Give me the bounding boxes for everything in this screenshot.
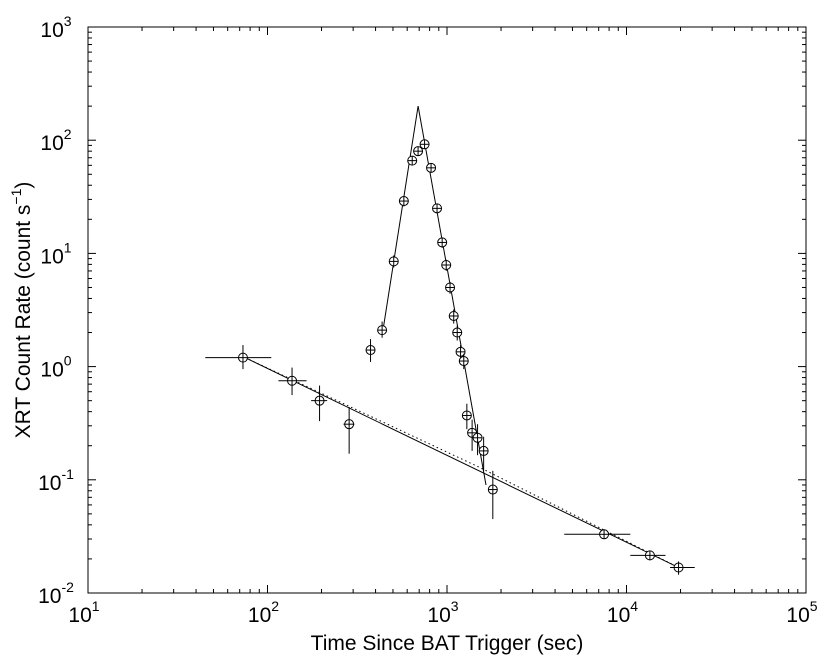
y-tick-label: 103 <box>40 13 71 42</box>
major-ticks <box>87 26 807 594</box>
x-tick-base: 10 <box>786 604 809 627</box>
data-point <box>398 196 409 207</box>
data-point <box>377 321 388 338</box>
data-point <box>407 155 418 166</box>
x-tick-exp: 3 <box>451 598 459 614</box>
data-point <box>472 424 483 456</box>
data-point <box>419 139 430 150</box>
plot-frame <box>87 26 807 594</box>
data-points <box>205 139 695 575</box>
data-point <box>478 436 489 471</box>
data-point <box>445 281 456 294</box>
y-tick-exp: 3 <box>64 13 72 29</box>
y-tick-label: 10-2 <box>38 579 74 608</box>
data-point <box>437 237 448 248</box>
y-tick-exp: 2 <box>64 126 72 142</box>
model-line <box>417 106 487 486</box>
x-tick-base: 10 <box>68 604 91 627</box>
x-axis-label: Time Since BAT Trigger (sec) <box>311 632 584 655</box>
y-tick-base: 10 <box>40 359 63 382</box>
data-point <box>455 345 466 360</box>
y-tick-base: 10 <box>40 245 63 268</box>
data-point <box>564 529 631 540</box>
x-tick-labels: 101 102 103 104 105 <box>68 598 817 627</box>
y-axis-label-exp: −1 <box>8 188 24 204</box>
y-axis-label-main: XRT Count Rate (count s <box>12 205 35 439</box>
data-point <box>452 325 463 341</box>
data-point <box>670 561 695 575</box>
data-point <box>448 309 459 324</box>
x-tick-label: 101 <box>68 598 99 627</box>
y-tick-exp: -2 <box>61 579 74 595</box>
y-tick-base: 10 <box>38 585 61 608</box>
x-tick-exp: 1 <box>92 598 100 614</box>
y-tick-base: 10 <box>40 19 63 42</box>
model-line <box>244 357 681 569</box>
x-tick-base: 10 <box>607 604 630 627</box>
y-tick-base: 10 <box>40 132 63 155</box>
data-point <box>487 470 498 520</box>
y-tick-exp: -1 <box>61 466 74 482</box>
model-line <box>382 106 419 331</box>
data-point <box>630 550 666 561</box>
x-tick-exp: 2 <box>271 598 279 614</box>
data-point <box>388 255 399 268</box>
data-point <box>432 203 443 214</box>
minor-ticks <box>88 27 806 593</box>
y-tick-exp: 0 <box>64 353 72 369</box>
x-tick-base: 10 <box>248 604 271 627</box>
x-tick-exp: 4 <box>630 598 638 614</box>
x-tick-label: 105 <box>786 598 817 627</box>
model-line-dotted <box>244 357 681 569</box>
data-point <box>441 259 452 271</box>
x-tick-base: 10 <box>427 604 450 627</box>
data-point <box>205 345 272 370</box>
x-tick-label: 103 <box>427 598 458 627</box>
y-axis-label: XRT Count Rate (count s−1) <box>8 182 35 439</box>
x-tick-exp: 5 <box>810 598 818 614</box>
data-point <box>461 403 472 430</box>
data-point <box>426 162 437 173</box>
data-point <box>413 146 424 157</box>
data-point <box>343 406 355 454</box>
data-point <box>311 385 328 422</box>
x-tick-label: 102 <box>248 598 279 627</box>
y-tick-label: 10-1 <box>38 466 74 495</box>
x-tick-label: 104 <box>607 598 638 627</box>
y-tick-exp: 1 <box>64 239 72 255</box>
data-point <box>458 353 469 370</box>
svg-text:XRT Count Rate (count s−1): XRT Count Rate (count s−1) <box>8 182 35 439</box>
data-point <box>278 367 307 396</box>
y-tick-label: 100 <box>40 353 71 382</box>
data-point <box>365 339 376 362</box>
y-tick-label: 101 <box>40 239 71 268</box>
y-tick-label: 102 <box>40 126 71 155</box>
y-axis-label-close: ) <box>12 182 35 189</box>
model-lines <box>244 106 681 569</box>
y-tick-base: 10 <box>38 472 61 495</box>
